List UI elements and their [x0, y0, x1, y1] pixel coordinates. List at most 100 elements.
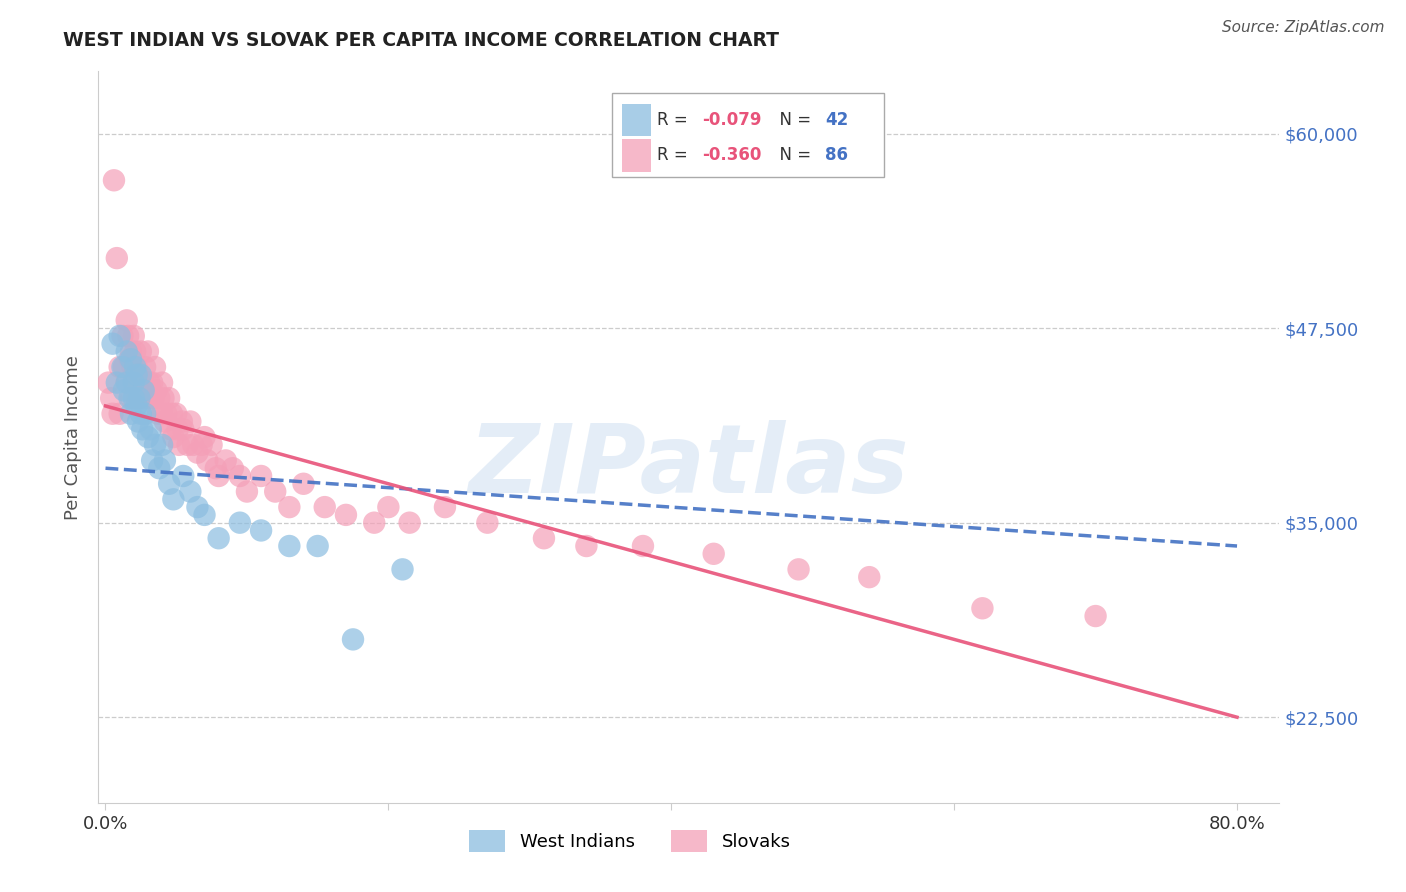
Point [160, 407, 183, 421]
Point [195, 453, 218, 467]
FancyBboxPatch shape [621, 104, 651, 136]
Point [125, 391, 148, 405]
Point [129, 376, 152, 390]
Point [135, 391, 157, 405]
Point [115, 376, 138, 390]
Point [122, 376, 145, 390]
Point [167, 438, 190, 452]
Point [125, 359, 148, 374]
Point [162, 492, 184, 507]
Text: -0.360: -0.360 [702, 146, 761, 164]
Point [127, 415, 149, 429]
Point [363, 516, 385, 530]
Point [121, 359, 143, 374]
Point [150, 407, 173, 421]
Point [134, 359, 156, 374]
Text: Source: ZipAtlas.com: Source: ZipAtlas.com [1222, 20, 1385, 35]
Point [129, 407, 152, 421]
Point [115, 313, 138, 327]
Point [575, 539, 598, 553]
Point [391, 562, 413, 576]
Point [157, 476, 180, 491]
FancyBboxPatch shape [612, 94, 884, 178]
Point [148, 391, 170, 405]
Point [278, 500, 301, 515]
FancyBboxPatch shape [621, 139, 651, 171]
Point [122, 376, 145, 390]
Y-axis label: Per Capita Income: Per Capita Income [65, 355, 83, 519]
Point [122, 329, 145, 343]
Point [100, 391, 122, 405]
Point [105, 251, 128, 265]
Point [193, 430, 215, 444]
Point [179, 484, 201, 499]
Point [134, 407, 156, 421]
Point [101, 336, 124, 351]
Point [129, 344, 152, 359]
Text: -0.079: -0.079 [702, 112, 762, 129]
Point [433, 500, 456, 515]
Point [101, 407, 124, 421]
Point [181, 438, 204, 452]
Point [115, 376, 138, 390]
Point [208, 531, 231, 545]
Point [533, 531, 555, 545]
Point [131, 391, 153, 405]
Point [124, 359, 146, 374]
Text: WEST INDIAN VS SLOVAK PER CAPITA INCOME CORRELATION CHART: WEST INDIAN VS SLOVAK PER CAPITA INCOME … [63, 31, 779, 50]
Point [105, 376, 128, 390]
Point [186, 500, 208, 515]
Point [193, 508, 215, 522]
Point [204, 461, 226, 475]
Text: ZIPatlas: ZIPatlas [468, 420, 910, 513]
Point [141, 453, 163, 467]
Point [125, 368, 148, 382]
Point [127, 368, 149, 382]
Point [108, 359, 131, 374]
Point [128, 384, 150, 398]
Text: 42: 42 [825, 112, 848, 129]
Point [314, 500, 336, 515]
Point [120, 407, 142, 421]
Point [250, 524, 273, 538]
Point [108, 329, 131, 343]
Point [141, 376, 163, 390]
Point [166, 422, 188, 436]
Point [229, 469, 252, 483]
Text: R =: R = [657, 112, 693, 129]
Point [115, 344, 138, 359]
Point [128, 391, 150, 405]
Point [477, 516, 499, 530]
Point [179, 415, 201, 429]
Point [132, 384, 155, 398]
Point [190, 438, 212, 452]
Point [222, 461, 245, 475]
Point [148, 461, 170, 475]
Point [112, 384, 135, 398]
Point [1084, 609, 1107, 624]
Point [138, 376, 160, 390]
Point [215, 453, 238, 467]
Point [111, 359, 134, 374]
Point [250, 469, 273, 483]
Point [377, 500, 399, 515]
Point [117, 329, 139, 343]
Point [136, 391, 159, 405]
Point [787, 562, 810, 576]
Point [143, 438, 166, 452]
Point [145, 384, 167, 398]
Text: 86: 86 [825, 146, 848, 164]
Point [278, 539, 301, 553]
Point [157, 391, 180, 405]
Point [292, 476, 315, 491]
Point [111, 329, 134, 343]
Point [143, 359, 166, 374]
Point [858, 570, 880, 584]
Point [172, 422, 194, 436]
Point [229, 516, 252, 530]
Point [342, 632, 364, 647]
Point [972, 601, 994, 615]
Point [136, 430, 159, 444]
Text: N =: N = [769, 146, 817, 164]
Point [97, 376, 120, 390]
